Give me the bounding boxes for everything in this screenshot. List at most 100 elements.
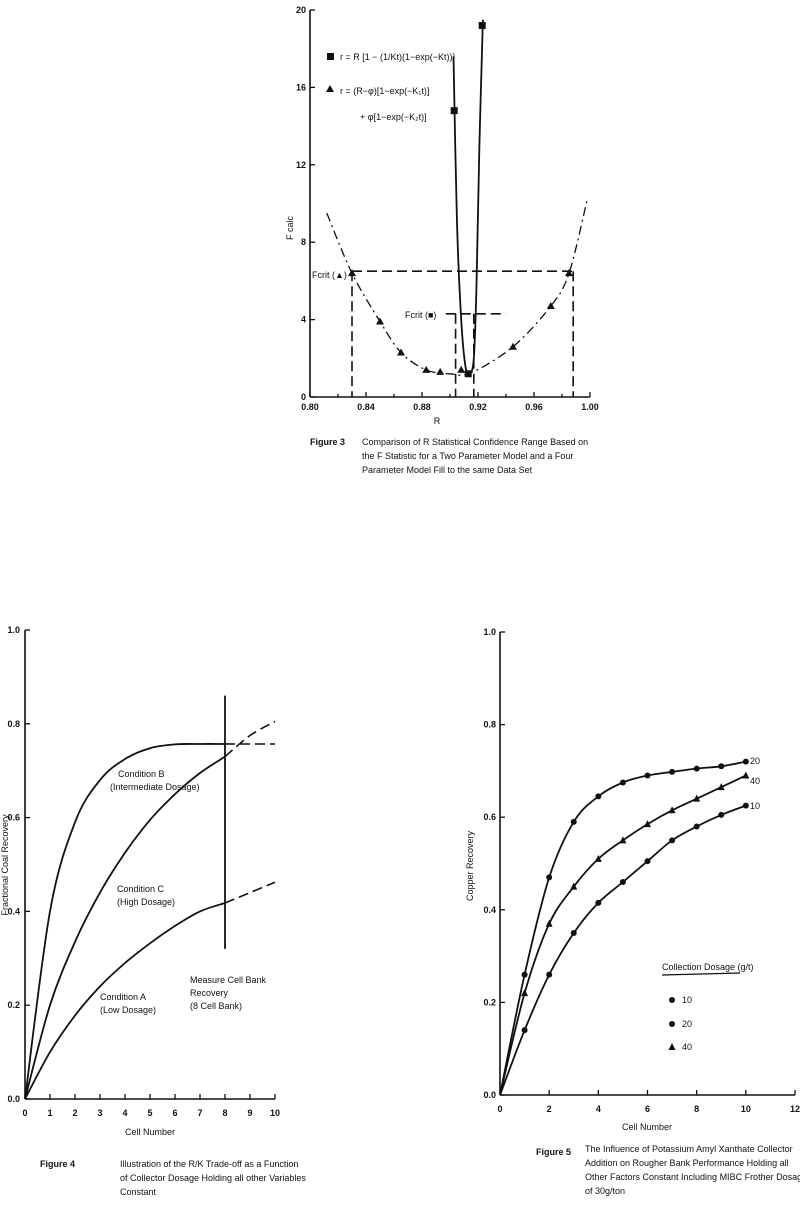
figure-3-caption-line-1: Comparison of R Statistical Confidence R… — [362, 437, 588, 447]
figure-4-y-axis-label: Fractional Coal Recovery — [0, 814, 10, 916]
figure-5-series-20-point — [619, 779, 626, 786]
figure-5-caption-line-4: of 30g/ton — [585, 1186, 625, 1196]
figure-3-y-tick-label: 4 — [301, 315, 306, 325]
figure-3-fcrit-triangle-label: Fcrit (▲) — [312, 270, 347, 280]
figure-5-series-10-point — [693, 823, 700, 830]
figure-3-x-axis-label: R — [434, 416, 441, 426]
figure-5-legend-item-10: 10 — [682, 995, 692, 1005]
figure-4-condition-b-curve — [24, 743, 226, 1100]
figure-5-series-10-point — [669, 837, 676, 844]
figure-5-caption-line-2: Addition on Rougher Bank Performance Hol… — [585, 1158, 789, 1168]
figure-5-series-40-point — [668, 806, 676, 814]
figure-4-caption-line-2: of Collector Dosage Holding all other Va… — [120, 1173, 306, 1183]
figure-5-end-label-20: 20 — [750, 756, 760, 766]
figure-4-caption-line-3: Constant — [120, 1187, 157, 1197]
figure-4-measure-label-2: Recovery — [190, 988, 229, 998]
figure-5-legend-marker-10 — [669, 997, 675, 1003]
figure-3-triangle-point — [397, 348, 405, 356]
figure-5-series-10-point — [595, 899, 602, 906]
figure-4-measure-label-1: Measure Cell Bank — [190, 975, 267, 985]
figure-3-triangle-point — [546, 302, 555, 310]
figure-5-caption-label: Figure 5 — [536, 1147, 571, 1157]
figure-5-series-20-point — [718, 763, 725, 770]
figure-4-x-tick-label: 5 — [147, 1108, 152, 1118]
figure-4-condition-b-sub: (Intermediate Dosage) — [110, 782, 200, 792]
figure-3-legend-square-marker — [327, 53, 334, 60]
figure-3-x-tick-label: 0.80 — [301, 402, 319, 412]
figure-5-x-axis-label: Cell Number — [622, 1122, 672, 1132]
figure-5-x-tick-label: 8 — [694, 1104, 699, 1114]
figure-3-y-tick-label: 20 — [296, 5, 306, 15]
figure-4-x-tick-label: 1 — [47, 1108, 52, 1118]
figure-4-condition-c-curve — [24, 755, 226, 1100]
figure-3-triangle-point — [422, 365, 431, 373]
figure-4-condition-b-label: Condition B — [118, 769, 165, 779]
figure-5-legend-item-20: 20 — [682, 1019, 692, 1029]
figure-5-x-tick-label: 0 — [497, 1104, 502, 1114]
figure-5-y-tick-label: 0.0 — [483, 1090, 496, 1100]
figure-3-triangle-point — [457, 365, 466, 373]
figure-3-legend-two-param: r = R [1 − (1/Kt)(1−exp(−Kt))] — [340, 52, 455, 62]
figure-4-x-tick-label: 6 — [172, 1108, 177, 1118]
figure-5-caption-line-1: The Influence of Potassium Amyl Xanthate… — [585, 1144, 793, 1154]
figure-3-y-tick-label: 16 — [296, 82, 306, 92]
figure-4-y-tick-label: 0.2 — [7, 1000, 20, 1010]
figure-5-caption-line-3: Other Factors Constant Including MIBC Fr… — [585, 1172, 800, 1182]
figure-3-triangle-point — [509, 342, 517, 350]
figure-5-series-40-point — [545, 919, 553, 927]
figure-3-triangle-point — [436, 367, 445, 375]
figure-4-caption-line-1: Illustration of the R/K Trade-off as a F… — [120, 1159, 298, 1169]
figure-5-y-tick-label: 0.8 — [483, 720, 496, 730]
figure-4-x-tick-label: 10 — [270, 1108, 280, 1118]
figure-3-legend-four-param-b: + φ[1−exp(−K₂t)] — [360, 112, 427, 122]
figure-5-legend-underline — [661, 972, 741, 976]
figure-5-series-20-point — [742, 758, 749, 765]
figure-5-y-tick-label: 0.2 — [483, 997, 496, 1007]
figure-4-y-tick-label: 0.8 — [7, 719, 20, 729]
figure-3-triangle-point — [348, 269, 356, 277]
figure-4-x-tick-label: 2 — [72, 1108, 77, 1118]
figure-5-y-axis-label: Copper Recovery — [465, 830, 475, 901]
figure-5-series-20-point — [644, 772, 651, 779]
figure-5-series-10-point — [644, 858, 651, 865]
figure-4-y-tick-label: 0.6 — [7, 813, 20, 823]
figure-3-y-tick-label: 0 — [301, 392, 306, 402]
figure-3-triangle-point — [376, 317, 384, 325]
figure-3-square-point — [464, 370, 472, 378]
figure-4-x-tick-label: 4 — [122, 1108, 127, 1118]
figure-3: 0.80 0.84 0.88 0.92 0.96 1.00 0 4 8 12 16 20 F calc… — [285, 5, 599, 475]
figure-4-condition-a-label: Condition A — [100, 992, 146, 1002]
figure-5-series-20-point — [546, 874, 553, 881]
figure-4-x-tick-label: 0 — [22, 1108, 27, 1118]
figure-4-condition-a-sub: (Low Dosage) — [100, 1005, 156, 1015]
figure-5-series-40-point — [619, 836, 627, 844]
figure-3-caption-label: Figure 3 — [310, 437, 345, 447]
figure-5-series-10-point — [718, 811, 725, 818]
figure-5-series-40-point — [570, 882, 578, 890]
figure-3-x-tick-label: 0.92 — [469, 402, 487, 412]
figure-4-measure-label-3: (8 Cell Bank) — [190, 1001, 242, 1011]
figure-5-series-40-point — [521, 989, 529, 997]
figure-3-x-tick-label: 0.84 — [357, 402, 375, 412]
figure-4-y-tick-label: 0.4 — [7, 906, 20, 916]
figure-5-series-40-point — [644, 820, 651, 828]
figure-5-series-40-point — [742, 771, 750, 779]
figure-3-legend-four-param-a: r = (R−φ)[1−exp(−K₁t)] — [340, 86, 429, 96]
figure-5-x-tick-label: 4 — [596, 1104, 601, 1114]
figure-5-series-10-point — [619, 879, 626, 886]
figure-5-series-40-point — [594, 854, 602, 862]
figure-3-caption-line-3: Parameter Model Fill to the same Data Se… — [362, 465, 533, 475]
figure-4-condition-c-sub: (High Dosage) — [117, 897, 175, 907]
figure-5-series-20-line — [499, 760, 746, 1096]
figure-5-series-40-point — [717, 783, 725, 791]
figure-3-y-tick-label: 8 — [301, 237, 306, 247]
figure-5-series-40-line — [499, 774, 747, 1096]
figure-5-x-tick-label: 12 — [790, 1104, 800, 1114]
figure-5-series-10-point — [570, 929, 577, 936]
figure-4-condition-a-extension — [224, 881, 276, 904]
figure-5-legend-item-40: 40 — [682, 1042, 692, 1052]
figure-5-plot: 0 2 4 6 8 10 12 0.0 0.2 0.4 0.6 0.8 1.0 — [483, 627, 800, 1114]
figure-5-series-20-point — [595, 793, 602, 800]
figure-5-series-40-point — [693, 794, 701, 802]
